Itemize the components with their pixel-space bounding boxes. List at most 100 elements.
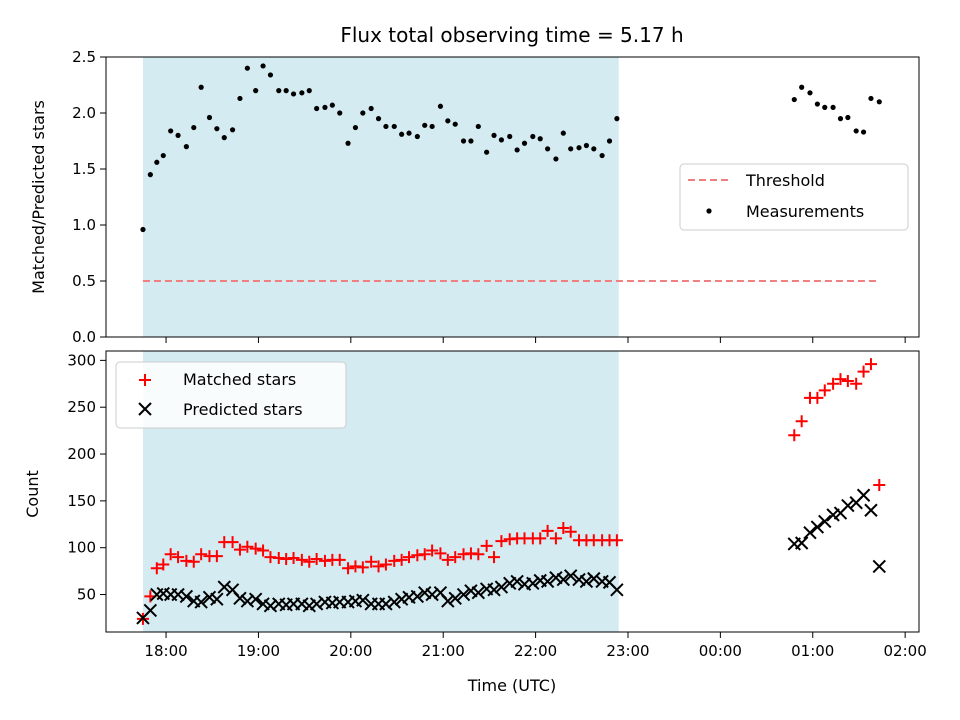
measurement-point (368, 105, 374, 112)
matched-star-point (257, 544, 270, 557)
matched-star-point (549, 532, 562, 545)
matched-star-point (150, 562, 163, 575)
legend-top-frame (679, 163, 909, 231)
top-y-axis-label: Matched/Predicted stars (29, 100, 48, 294)
measurement-point (514, 147, 520, 153)
matched-star-point (488, 551, 501, 564)
predicted-star-point (864, 503, 878, 517)
measurement-point (399, 131, 405, 137)
matched-star-point (295, 553, 308, 566)
measurement-point (468, 138, 474, 144)
measurement-point (491, 132, 497, 138)
matched-star-point (495, 535, 508, 548)
x-tick-label: 19:00 (237, 642, 280, 660)
matched-star-point (303, 555, 316, 568)
measurement-point (345, 140, 351, 146)
predicted-star-point (309, 597, 324, 611)
y-tick-label: 2.0 (72, 104, 96, 122)
measurement-point (429, 123, 435, 130)
measurement-point (553, 156, 559, 162)
measurement-point (229, 127, 236, 133)
matched-star-point (850, 377, 863, 390)
y-tick-label: 250 (67, 398, 96, 416)
measurement-point (876, 99, 882, 105)
measurement-point (283, 88, 289, 94)
measurement-point (452, 121, 458, 127)
y-tick-label: 150 (67, 492, 96, 510)
y-tick-label: 2.5 (72, 48, 96, 66)
measurement-point (147, 172, 153, 178)
predicted-star-point (579, 574, 594, 589)
y-tick-label: 100 (67, 539, 96, 557)
legend-measurements-label: Measurements (746, 202, 864, 221)
predicted-star-point (794, 536, 809, 550)
predicted-star-point (410, 589, 425, 604)
predicted-star-point (425, 587, 439, 602)
predicted-star-point (487, 583, 501, 597)
measurement-point (560, 130, 566, 136)
matched-star-point (873, 478, 886, 491)
predicted-star-point (456, 587, 471, 602)
measurement-point (168, 128, 174, 134)
measurement-point (599, 152, 605, 159)
predicted-star-point (610, 583, 624, 597)
predicted-star-point (379, 597, 393, 611)
measurement-point (830, 104, 836, 110)
measurement-point (853, 128, 859, 134)
bottom-x-axis: 18:00 19:00 20:00 21:00 22:00 23:00 00:00 01:00… (144, 632, 927, 660)
measurement-point (160, 152, 166, 159)
measurement-point (154, 159, 160, 165)
predicted-star-point (556, 572, 571, 587)
measurement-point (352, 124, 359, 131)
measurement-point (568, 146, 574, 152)
measurement-point (837, 116, 844, 122)
matched-star-point (426, 544, 439, 557)
measurement-point (221, 135, 227, 141)
predicted-star-point (872, 559, 886, 574)
predicted-star-point (526, 576, 540, 591)
predicted-star-point (441, 594, 455, 608)
measurement-point (545, 146, 551, 152)
predicted-star-point (471, 585, 486, 600)
legend-bottom: Matched stars Predicted stars (115, 361, 347, 429)
predicted-star-point (233, 591, 247, 605)
predicted-star-point (387, 595, 401, 609)
measurement-point (799, 84, 805, 90)
matched-star-point (534, 532, 547, 545)
x-tick-label: 02:00 (884, 642, 927, 660)
measurements-series (140, 63, 882, 233)
measurement-point (191, 124, 197, 131)
predicted-star-point (143, 603, 158, 618)
predicted-star-point (356, 593, 370, 607)
measurement-point (498, 137, 505, 143)
measurement-point (306, 88, 312, 94)
matched-star-point (187, 555, 200, 568)
measurement-point (214, 126, 220, 132)
matched-star-point (441, 553, 454, 566)
measurement-point (375, 116, 382, 122)
matched-star-point (241, 540, 254, 553)
predicted-star-point (210, 592, 224, 606)
matched-star-point (365, 555, 378, 568)
predicted-star-point (856, 488, 871, 502)
measurement-point (437, 103, 444, 109)
matched-star-point (418, 548, 431, 561)
matched-star-point (403, 551, 416, 564)
predicted-star-point (217, 580, 231, 594)
measurement-point (406, 130, 412, 136)
matched-star-point (788, 429, 801, 442)
legend-threshold-label: Threshold (745, 171, 825, 190)
measurement-point (391, 123, 397, 130)
bottom-y-axis: 50 100 150 200 250 300 (67, 351, 106, 604)
x-tick-label: 21:00 (422, 642, 465, 660)
panel-ratio: 0.0 0.5 1.0 1.5 2.0 2.5 Matched/Predicted sta… (29, 48, 920, 346)
measurement-point (484, 149, 490, 155)
chart-title: Flux total observing time = 5.17 h (340, 23, 683, 47)
x-tick-label: 23:00 (606, 642, 649, 660)
legend-matched-swatch (139, 374, 151, 386)
x-axis-label: Time (UTC) (467, 676, 556, 695)
matched-star-point (287, 552, 300, 565)
matched-star-point (811, 391, 824, 404)
matched-star-point (379, 558, 392, 571)
measurement-point (175, 132, 181, 138)
